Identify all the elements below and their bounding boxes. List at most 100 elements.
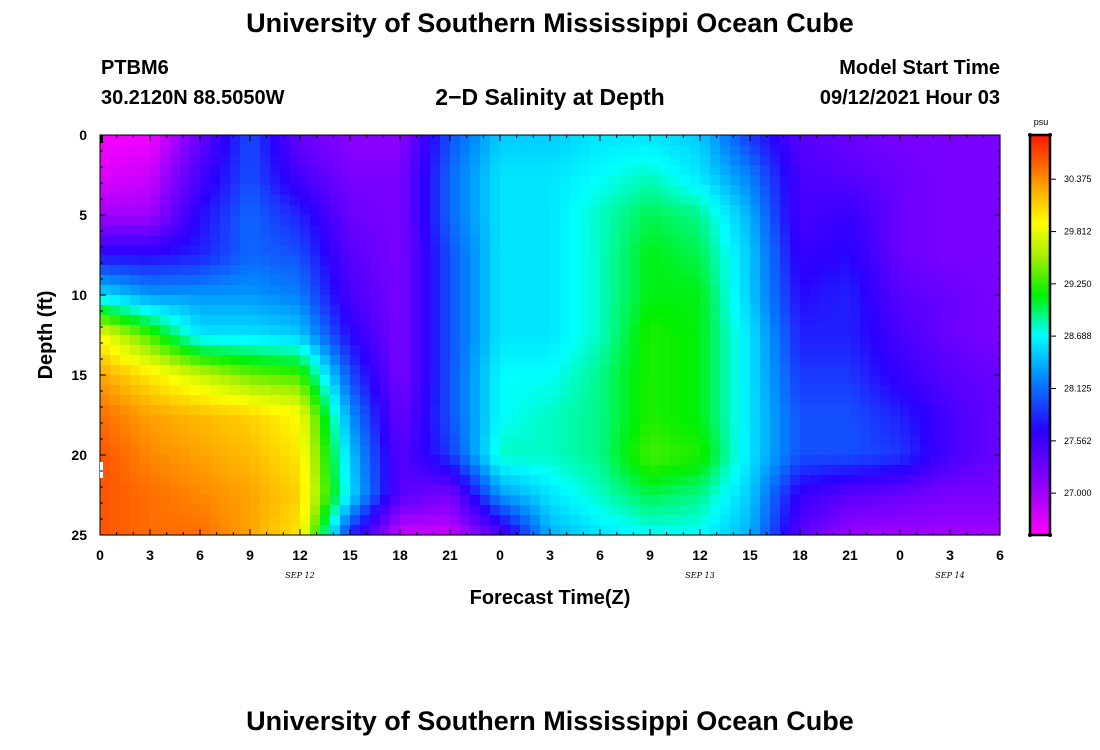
heatmap-cell [470,505,481,516]
heatmap-cell [640,515,651,526]
heatmap-cell [580,465,591,476]
heatmap-cell [960,435,971,446]
heatmap-cell [300,485,311,496]
heatmap-cell [300,185,311,196]
heatmap-cell [930,285,941,296]
heatmap-cell [860,265,871,276]
heatmap-cell [130,305,141,316]
heatmap-cell [690,325,701,336]
heatmap-cell [310,265,321,276]
heatmap-cell [850,445,861,456]
heatmap-cell [820,495,831,506]
heatmap-cell [440,195,451,206]
heatmap-cell [880,375,891,386]
heatmap-cell [640,335,651,346]
heatmap-cell [920,485,931,496]
heatmap-cell [700,525,711,536]
heatmap-cell [290,415,301,426]
heatmap-cell [290,135,301,146]
heatmap-cell [370,145,381,156]
heatmap-cell [990,525,1001,536]
heatmap-cell [940,445,951,456]
heatmap-cell [660,515,671,526]
heatmap-cell [190,325,201,336]
heatmap-cell [180,505,191,516]
heatmap-cell [130,425,141,436]
heatmap-cell [980,145,991,156]
heatmap-cell [740,525,751,536]
heatmap-cell [770,355,781,366]
heatmap-cell [980,515,991,526]
heatmap-cell [790,215,801,226]
heatmap-cell [560,475,571,486]
heatmap-cell [180,355,191,366]
heatmap-cell [940,405,951,416]
heatmap-cell [810,495,821,506]
heatmap-cell [980,445,991,456]
heatmap-cell [750,405,761,416]
heatmap-cell [590,275,601,286]
heatmap-cell [850,195,861,206]
heatmap-cell [780,335,791,346]
heatmap-cell [910,475,921,486]
heatmap-cell [540,435,551,446]
heatmap-cell [890,165,901,176]
heatmap-cell [180,345,191,356]
heatmap-cell [370,275,381,286]
heatmap-cell [820,235,831,246]
heatmap-cell [570,445,581,456]
heatmap-cell [940,455,951,466]
heatmap-cell [160,375,171,386]
heatmap-cell [380,185,391,196]
heatmap-cell [290,315,301,326]
heatmap-cell [470,525,481,536]
heatmap-cell [570,365,581,376]
heatmap-cell [830,225,841,236]
heatmap-cell [350,495,361,506]
heatmap-cell [300,165,311,176]
heatmap-cell [610,525,621,536]
heatmap-cell [950,425,961,436]
heatmap-cell [320,395,331,406]
heatmap-cell [180,225,191,236]
heatmap-cell [190,495,201,506]
heatmap-cell [890,225,901,236]
heatmap-cell [350,345,361,356]
heatmap-cell [320,385,331,396]
heatmap-cell [770,435,781,446]
heatmap-cell [340,455,351,466]
heatmap-cell [970,135,981,146]
heatmap-cell [160,495,171,506]
heatmap-cell [450,285,461,296]
heatmap-cell [680,155,691,166]
heatmap-cell [750,355,761,366]
heatmap-cell [390,325,401,336]
heatmap-cell [500,265,511,276]
heatmap-cell [250,305,261,316]
heatmap-cell [990,505,1001,516]
heatmap-cell [470,485,481,496]
heatmap-cell [870,175,881,186]
heatmap-cell [260,185,271,196]
heatmap-cell [930,465,941,476]
heatmap-cell [330,215,341,226]
heatmap-cell [180,195,191,206]
heatmap-cell [400,495,411,506]
heatmap-cell [600,465,611,476]
heatmap-cell [130,185,141,196]
heatmap-cell [520,395,531,406]
heatmap-cell [160,225,171,236]
heatmap-cell [150,285,161,296]
heatmap-cell [130,195,141,206]
heatmap-cell [110,325,121,336]
heatmap-cell [320,495,331,506]
heatmap-cell [870,245,881,256]
heatmap-cell [620,165,631,176]
heatmap-cell [670,335,681,346]
heatmap-cell [440,475,451,486]
heatmap-cell [630,215,641,226]
heatmap-cell [140,315,151,326]
heatmap-cell [170,345,181,356]
heatmap-cell [440,135,451,146]
heatmap-cell [710,395,721,406]
